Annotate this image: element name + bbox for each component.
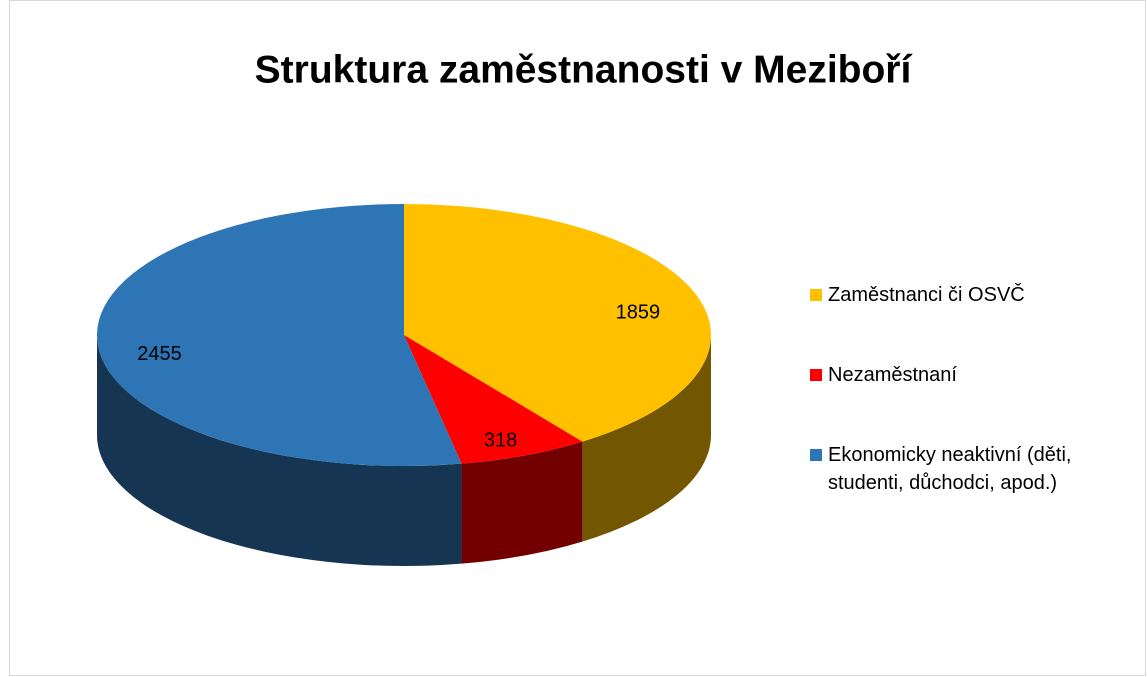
data-label: 2455 bbox=[137, 343, 182, 365]
pie-slice bbox=[96, 204, 462, 467]
pie-side bbox=[461, 441, 583, 564]
chart-title: Struktura zaměstnanosti v Meziboří bbox=[255, 48, 913, 91]
data-label: 318 bbox=[484, 430, 517, 452]
legend-label: Ekonomicky neaktivní (děti, studenti, dů… bbox=[828, 444, 1072, 494]
legend-swatch bbox=[810, 449, 822, 461]
chart-frame bbox=[9, 0, 1146, 676]
legend-swatch bbox=[810, 289, 822, 301]
legend-item: Zaměstnanci či OSVČ bbox=[810, 281, 1140, 309]
legend-label: Nezaměstnaní bbox=[828, 364, 957, 386]
pie-side bbox=[582, 335, 711, 542]
legend-swatch bbox=[810, 369, 822, 381]
legend-item: Ekonomicky neaktivní (děti, studenti, dů… bbox=[810, 441, 1140, 497]
legend-label: Zaměstnanci či OSVČ bbox=[828, 284, 1025, 306]
pie-side bbox=[97, 335, 462, 566]
pie-slice bbox=[404, 204, 711, 442]
legend-item: Nezaměstnaní bbox=[810, 361, 1140, 389]
pie-slice bbox=[404, 335, 583, 464]
data-label: 1859 bbox=[616, 301, 661, 323]
